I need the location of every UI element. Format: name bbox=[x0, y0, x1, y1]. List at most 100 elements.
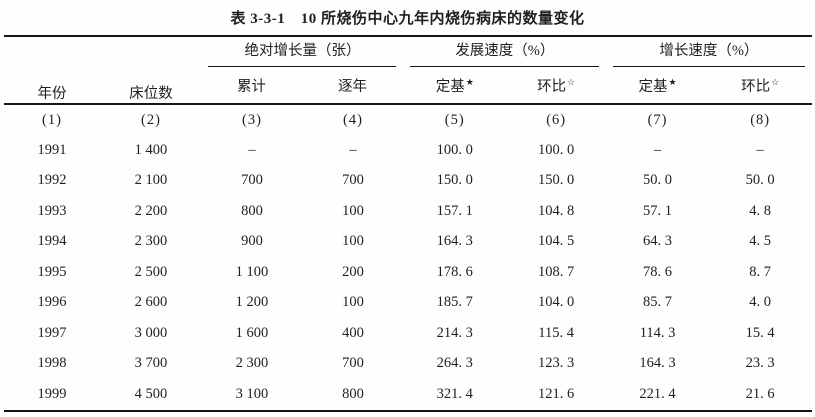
group-header-development-speed: 发展速度（%） bbox=[403, 36, 606, 67]
sub-header-growth-chain-label: 环比 bbox=[741, 78, 771, 95]
cell-beds: 2 100 bbox=[134, 172, 168, 189]
sub-header-growth-chain: 环比☆ bbox=[708, 67, 812, 105]
cell-growth-fixed-base: 64. 3 bbox=[643, 233, 673, 250]
column-number: (3) bbox=[241, 111, 262, 128]
cell-growth-fixed-base: 57. 1 bbox=[643, 202, 673, 219]
cell-growth-chain: 4. 8 bbox=[749, 202, 772, 219]
cell-development-fixed-base: 157. 1 bbox=[436, 202, 473, 219]
cell-yearly-growth: 100 bbox=[342, 202, 364, 219]
cell-year: 1996 bbox=[37, 294, 67, 311]
cell-development-chain: 104. 8 bbox=[538, 202, 575, 219]
table-row: 1996 2 600 1 200 100 185. 7 104. 0 85. 7 4. 0 bbox=[4, 288, 812, 319]
cell-development-chain: 104. 0 bbox=[538, 294, 575, 311]
sub-header-cumulative-label: 累计 bbox=[236, 78, 266, 95]
cell-cumulative-growth: 2 300 bbox=[235, 355, 269, 372]
cell-yearly-growth: 200 bbox=[342, 263, 364, 280]
cell-development-chain: 108. 7 bbox=[538, 263, 575, 280]
cell-beds: 2 300 bbox=[134, 233, 168, 250]
cell-year: 1997 bbox=[37, 324, 67, 341]
filled-star-icon: ★ bbox=[668, 76, 677, 87]
cell-development-fixed-base: 100. 0 bbox=[436, 141, 473, 158]
sub-header-dev-chain: 环比☆ bbox=[506, 67, 607, 105]
sub-header-dev-chain-label: 环比 bbox=[537, 78, 567, 95]
cell-year: 1991 bbox=[37, 141, 67, 158]
cell-year: 1995 bbox=[37, 263, 67, 280]
table-row: 1995 2 500 1 100 200 178. 6 108. 7 78. 6 8. 7 bbox=[4, 257, 812, 288]
sub-header-growth-fixed-base-label: 定基 bbox=[638, 78, 668, 95]
cell-beds: 3 000 bbox=[134, 324, 168, 341]
cell-development-fixed-base: 150. 0 bbox=[436, 172, 473, 189]
table-row: 1991 1 400 – – 100. 0 100. 0 – – bbox=[4, 135, 812, 166]
cell-cumulative-growth: 1 100 bbox=[235, 263, 269, 280]
cell-beds: 1 400 bbox=[134, 141, 168, 158]
header-group-row: 年份 床位数 绝对增长量（张） 发展速度（%） 增长速度（%） bbox=[3, 36, 812, 105]
cell-growth-chain: 4. 5 bbox=[749, 233, 772, 250]
col-header-beds: 床位数 bbox=[100, 36, 202, 105]
hollow-star-icon: ☆ bbox=[771, 76, 780, 87]
cell-cumulative-growth: 1 600 bbox=[235, 324, 269, 341]
cell-growth-chain: 4. 0 bbox=[749, 294, 772, 311]
cell-growth-fixed-base: 164. 3 bbox=[639, 355, 676, 372]
column-number: (7) bbox=[647, 111, 668, 128]
cell-development-fixed-base: 185. 7 bbox=[436, 294, 473, 311]
cell-year: 1998 bbox=[37, 355, 67, 372]
group-header-absolute-growth-label: 绝对增长量（张） bbox=[208, 37, 397, 67]
cell-cumulative-growth: 700 bbox=[241, 172, 263, 189]
cell-growth-chain: 23. 3 bbox=[745, 355, 775, 372]
cell-beds: 3 700 bbox=[134, 355, 168, 372]
table-row: 1992 2 100 700 700 150. 0 150. 0 50. 0 50. 0 bbox=[4, 166, 812, 197]
filled-star-icon: ★ bbox=[465, 76, 474, 87]
group-header-growth-speed: 增长速度（%） bbox=[606, 36, 811, 67]
cell-growth-chain: 21. 6 bbox=[745, 385, 775, 402]
table-body: 1991 1 400 – – 100. 0 100. 0 – – 1992 2 100 700 700… bbox=[4, 135, 812, 411]
cell-growth-fixed-base: 221. 4 bbox=[639, 385, 676, 402]
sub-header-dev-fixed-base-label: 定基 bbox=[435, 78, 465, 95]
cell-year: 1992 bbox=[37, 172, 67, 189]
sub-header-yearly: 逐年 bbox=[302, 67, 404, 105]
table-row: 1999 4 500 3 100 800 321. 4 121. 6 221. 4 21. 6 bbox=[4, 379, 812, 411]
cell-beds: 4 500 bbox=[134, 385, 168, 402]
cell-development-chain: 104. 5 bbox=[538, 233, 575, 250]
column-number-row: (1) (2) (3) (4) (5) (6) (7) (8) bbox=[4, 104, 812, 135]
cell-cumulative-growth: 900 bbox=[241, 233, 263, 250]
column-number: (2) bbox=[140, 111, 161, 128]
cell-yearly-growth: 100 bbox=[342, 233, 364, 250]
sub-header-yearly-label: 逐年 bbox=[337, 78, 367, 95]
column-number: (5) bbox=[444, 111, 465, 128]
cell-growth-chain: 15. 4 bbox=[745, 324, 775, 341]
col-header-year: 年份 bbox=[3, 36, 101, 105]
cell-development-chain: 150. 0 bbox=[538, 172, 575, 189]
table-row: 1993 2 200 800 100 157. 1 104. 8 57. 1 4. 8 bbox=[4, 196, 812, 227]
cell-growth-chain: 50. 0 bbox=[745, 172, 775, 189]
cell-year: 1999 bbox=[37, 385, 67, 402]
column-number: (8) bbox=[750, 111, 771, 128]
cell-beds: 2 200 bbox=[134, 202, 168, 219]
cell-growth-fixed-base: 85. 7 bbox=[643, 294, 673, 311]
cell-cumulative-growth: 800 bbox=[241, 202, 263, 219]
cell-development-chain: 123. 3 bbox=[538, 355, 575, 372]
cell-development-chain: 115. 4 bbox=[538, 324, 575, 341]
header-sub-row: 累计 逐年 定基★ 环比☆ 定基★ 环比☆ bbox=[4, 67, 812, 105]
cell-growth-chain: 8. 7 bbox=[749, 263, 772, 280]
cell-growth-fixed-base: 114. 3 bbox=[639, 324, 676, 341]
cell-growth-fixed-base: 50. 0 bbox=[643, 172, 673, 189]
cell-development-fixed-base: 321. 4 bbox=[436, 385, 473, 402]
cell-growth-chain: – bbox=[756, 141, 764, 158]
group-header-development-speed-label: 发展速度（%） bbox=[410, 37, 600, 67]
cell-development-chain: 100. 0 bbox=[538, 141, 575, 158]
table-row: 1997 3 000 1 600 400 214. 3 115. 4 114. 3 15. 4 bbox=[4, 318, 812, 349]
sub-header-cumulative: 累计 bbox=[201, 67, 303, 105]
cell-development-chain: 121. 6 bbox=[538, 385, 575, 402]
cell-growth-fixed-base: – bbox=[653, 141, 662, 158]
cell-development-fixed-base: 264. 3 bbox=[436, 355, 473, 372]
column-number: (1) bbox=[42, 111, 62, 128]
cell-growth-fixed-base: 78. 6 bbox=[643, 263, 673, 280]
table-row: 1998 3 700 2 300 700 264. 3 123. 3 164. 3 23. 3 bbox=[4, 349, 812, 380]
cell-cumulative-growth: 3 100 bbox=[235, 385, 269, 402]
column-number: (6) bbox=[546, 111, 567, 128]
table-row: 1994 2 300 900 100 164. 3 104. 5 64. 3 4. 5 bbox=[4, 227, 812, 258]
cell-year: 1994 bbox=[37, 233, 67, 250]
group-header-growth-speed-label: 增长速度（%） bbox=[613, 37, 805, 67]
cell-development-fixed-base: 214. 3 bbox=[436, 324, 473, 341]
